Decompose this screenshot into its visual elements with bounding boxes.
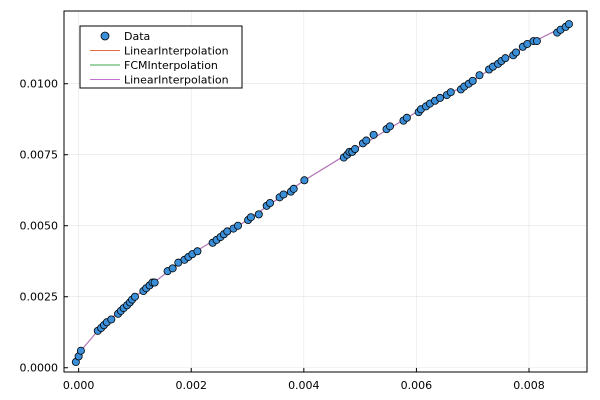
data-point bbox=[266, 199, 275, 208]
axis-ticks: 0.000 0.002 0.004 0.006 0.008 0.0000 0.0025 0.0… bbox=[20, 78, 545, 392]
data-point bbox=[107, 315, 116, 324]
data-point bbox=[501, 54, 510, 63]
data-point bbox=[233, 221, 242, 230]
data-point bbox=[254, 210, 263, 219]
x-tick-label: 0.006 bbox=[401, 379, 433, 392]
data-point bbox=[193, 247, 202, 256]
legend-label: FCMInterpolation bbox=[124, 59, 218, 72]
data-point bbox=[300, 176, 309, 185]
data-point bbox=[512, 48, 521, 57]
y-tick-label: 0.0100 bbox=[20, 78, 59, 91]
plot-frame bbox=[63, 10, 588, 373]
data-points bbox=[71, 20, 573, 367]
data-point bbox=[362, 136, 371, 145]
data-point bbox=[130, 292, 139, 301]
x-tick-label: 0.002 bbox=[175, 379, 207, 392]
x-tick-label: 0.004 bbox=[288, 379, 320, 392]
data-point bbox=[446, 88, 455, 97]
data-point bbox=[76, 346, 85, 355]
data-point bbox=[289, 184, 298, 193]
data-point bbox=[475, 71, 484, 80]
x-tick-label: 0.008 bbox=[513, 379, 545, 392]
legend-label: LinearInterpolation bbox=[124, 45, 229, 58]
y-tick-label: 0.0025 bbox=[20, 291, 59, 304]
data-point bbox=[168, 264, 177, 273]
y-tick-label: 0.0075 bbox=[20, 149, 59, 162]
y-tick-label: 0.0000 bbox=[20, 362, 59, 375]
data-point bbox=[532, 37, 541, 46]
data-point bbox=[369, 130, 378, 139]
data-point bbox=[402, 113, 411, 122]
data-point bbox=[385, 122, 394, 131]
legend-label: LinearInterpolation bbox=[124, 74, 229, 87]
data-point bbox=[246, 213, 255, 222]
y-tick-label: 0.0050 bbox=[20, 220, 59, 233]
legend-label: Data bbox=[124, 30, 150, 43]
data-point bbox=[564, 20, 573, 29]
legend: DataLinearInterpolationFCMInterpolationL… bbox=[79, 25, 243, 89]
data-point bbox=[468, 76, 477, 85]
data-point bbox=[279, 190, 288, 199]
data-point bbox=[150, 278, 159, 287]
data-point bbox=[436, 93, 445, 102]
grid-lines bbox=[64, 11, 587, 372]
legend-marker bbox=[100, 31, 110, 41]
x-tick-label: 0.000 bbox=[63, 379, 95, 392]
data-point bbox=[351, 145, 360, 154]
